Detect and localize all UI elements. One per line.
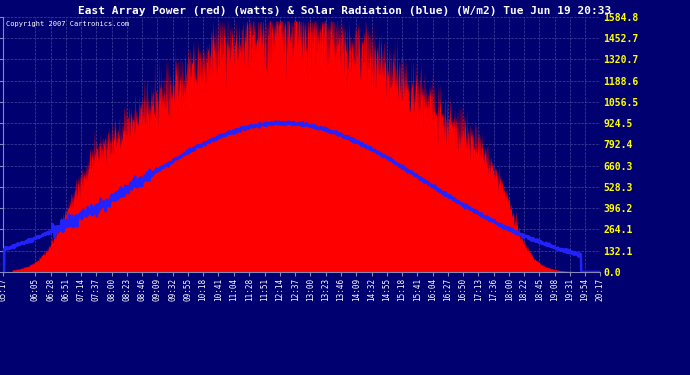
Text: East Array Power (red) (watts) & Solar Radiation (blue) (W/m2) Tue Jun 19 20:33: East Array Power (red) (watts) & Solar R… [79,6,611,16]
Text: Copyright 2007 Cartronics.com: Copyright 2007 Cartronics.com [6,21,130,27]
